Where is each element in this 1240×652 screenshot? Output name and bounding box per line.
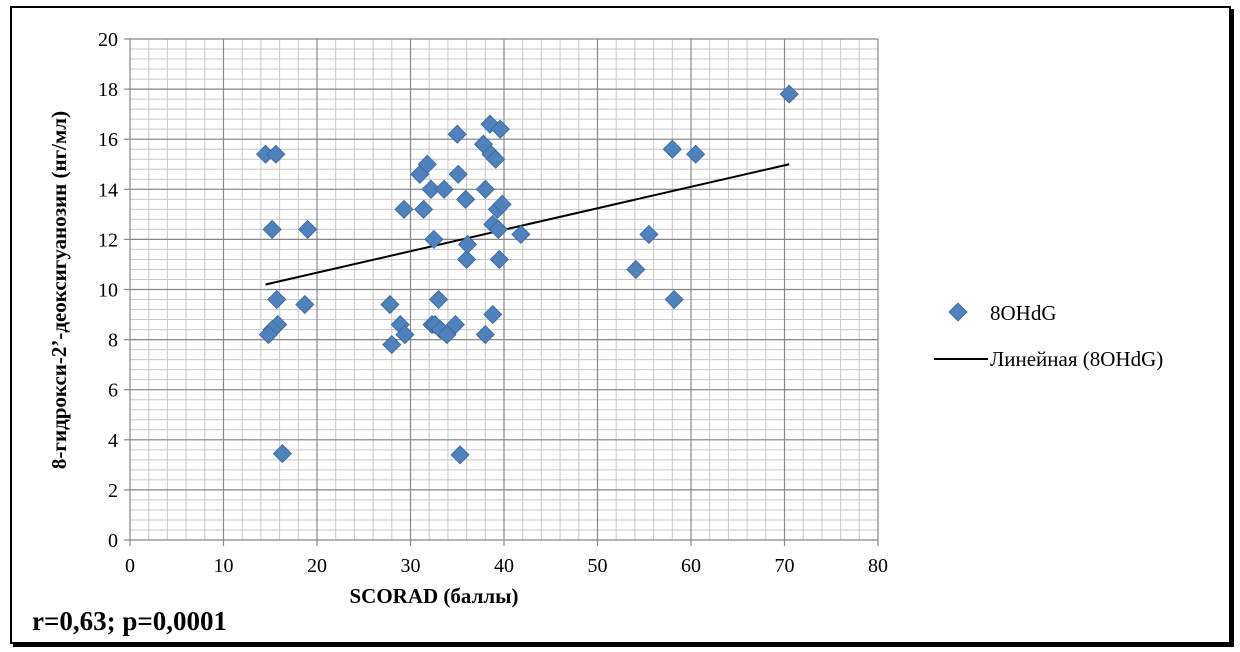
data-point [779,84,799,104]
chart-frame [10,6,1231,644]
trendline [265,163,790,286]
data-point [267,289,287,310]
data-point [424,229,444,249]
y-tick-label: 4 [108,430,118,452]
data-point [434,179,454,199]
data-point [266,144,286,164]
x-tick-label: 60 [681,555,701,577]
x-tick-label: 40 [494,555,514,577]
data-point [664,289,684,310]
data-point [421,179,441,199]
data-point [662,139,682,159]
x-tick-label: 30 [401,555,421,577]
y-tick-label: 16 [98,129,118,151]
y-tick-label: 6 [108,380,118,402]
x-tick-label: 80 [868,555,888,577]
data-point [457,234,478,254]
y-tick-label: 18 [98,79,118,101]
x-tick-label: 10 [214,555,234,577]
data-point [414,199,434,219]
correlation-stats: r=0,63; p=0,0001 [32,606,227,636]
x-tick-label: 70 [775,555,795,577]
x-tick-label: 20 [307,555,327,577]
y-tick-label: 12 [98,229,118,251]
x-axis-title: SCORAD (баллы) [349,584,518,608]
data-point [457,249,477,270]
y-tick-label: 10 [98,280,118,302]
data-point [447,124,467,144]
data-point [686,144,706,164]
data-point [456,189,476,209]
data-point [295,294,315,315]
data-point [448,164,468,184]
data-point [428,289,449,310]
x-tick-labels: 0 10 20 30 40 50 60 70 80 [125,555,888,577]
data-point [258,325,278,345]
major-gridlines [124,38,879,546]
data-point [450,445,470,465]
data-point [511,224,531,244]
y-tick-label: 20 [98,29,118,51]
data-point [626,259,646,280]
y-tick-labels: 0 2 4 6 8 10 12 14 16 18 20 [98,29,118,552]
y-tick-label: 0 [108,530,118,552]
legend-label-8ohdg: 8OHdG [990,301,1057,325]
data-point [475,325,495,345]
data-point [489,249,509,270]
x-tick-label: 0 [125,555,135,577]
data-point [394,199,414,219]
y-axis-title: 8-гидрокси-2’-деоксигуанозин (нг/мл) [47,111,71,469]
y-tick-label: 14 [98,179,118,201]
legend-marker-8ohdg [948,302,968,322]
data-points [256,84,799,465]
data-point [262,219,282,239]
data-point [492,194,512,214]
legend-label-trendline: Линейная (8OHdG) [990,347,1163,371]
data-point [475,179,495,199]
data-point [490,119,510,139]
x-tick-label: 50 [588,555,608,577]
data-point [380,294,400,315]
data-point [272,444,292,464]
y-tick-label: 2 [108,480,118,502]
legend-diamond-icon [948,302,968,322]
data-point [486,149,506,169]
data-point [488,219,508,239]
y-tick-label: 8 [108,330,118,352]
data-point [417,154,437,174]
legend: 8OHdG Линейная (8OHdG) [934,301,1163,371]
data-point [445,315,465,335]
data-point [382,335,402,355]
data-point [483,304,503,325]
data-point [639,224,659,244]
data-point [298,219,318,239]
data-point [395,325,415,345]
